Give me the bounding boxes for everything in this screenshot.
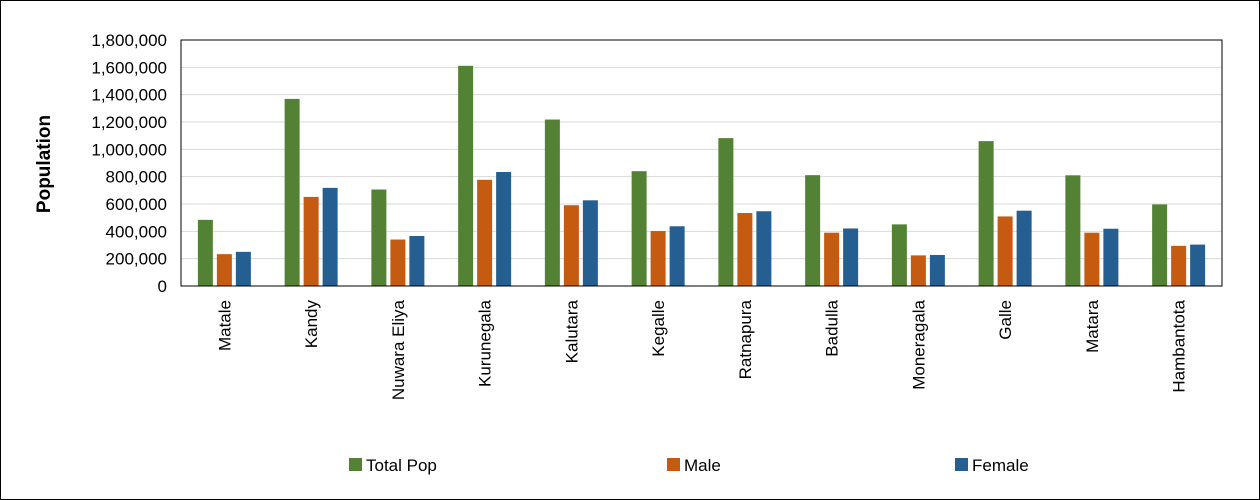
y-tick-label: 600,000 [106,195,167,214]
bar-male [997,216,1013,286]
bar-female [322,187,338,286]
y-tick-labels: 0 200,000 400,000 600,000 800,000 1,000,000 1,… [91,31,167,296]
bar-total-pop [891,224,907,286]
bar-male [650,231,666,286]
bar-female [843,228,859,286]
bar-male [737,213,753,286]
y-tick-label: 400,000 [106,222,167,241]
plot-area-border [180,39,1223,287]
y-tick-label: 1,600,000 [91,58,167,77]
bar-female [1016,210,1032,286]
bar-total-pop [458,65,474,286]
x-tick-label: Ratnapura [736,299,755,379]
x-tick-label: Hambantota [1170,299,1189,392]
bar-male [563,205,579,286]
legend: Total Pop Male Female [349,456,1029,475]
x-tick-label: Kandy [302,300,321,349]
y-tick-label: 0 [158,277,167,296]
bar-male [910,255,926,286]
bar-female [669,226,685,286]
bar-female [929,254,945,286]
y-tick-label: 1,200,000 [91,113,167,132]
bar-total-pop [197,219,213,286]
legend-swatch [955,458,968,471]
x-tick-labels: Matale Kandy Nuwara Eliya Kurunegala Kalutar… [215,299,1188,400]
bar-female [582,200,598,286]
legend-swatch [667,458,680,471]
bar-total-pop [718,138,734,286]
x-tick-label: Matale [215,300,234,351]
x-tick-label: Kegalle [649,300,668,357]
bar-male [824,232,840,286]
x-tick-label: Kalutara [562,299,581,363]
bar-male [390,239,406,286]
bars [197,65,1206,286]
bar-male [477,179,493,286]
bar-total-pop [284,98,300,286]
y-tick-label: 1,800,000 [91,31,167,50]
legend-label: Total Pop [366,456,437,475]
bar-female [1190,244,1206,286]
bar-female [409,235,425,286]
bar-total-pop [1065,175,1081,286]
x-tick-label: Nuwara Eliya [389,299,408,400]
y-tick-label: 200,000 [106,250,167,269]
bar-total-pop [978,141,994,286]
bar-female [1103,228,1119,286]
bar-male [303,196,319,286]
bar-male [1171,245,1187,286]
bar-male [216,254,232,286]
x-tick-label: Badulla [823,299,842,356]
bar-total-pop [544,119,560,286]
bar-total-pop [1152,204,1168,286]
legend-label: Male [684,456,721,475]
x-tick-label: Matara [1083,299,1102,352]
bar-total-pop [371,189,387,286]
bar-female [496,172,512,286]
x-tick-label: Kurunegala [476,299,495,387]
y-tick-label: 1,400,000 [91,86,167,105]
bar-total-pop [631,171,647,286]
y-axis-label: Population [34,115,55,213]
y-tick-label: 1,000,000 [91,140,167,159]
bar-female [756,211,772,286]
x-tick-label: Galle [996,300,1015,340]
x-tick-label: Moneragala [909,299,928,389]
legend-label: Female [972,456,1029,475]
legend-swatch [349,458,362,471]
y-tick-label: 800,000 [106,168,167,187]
bar-female [235,251,251,286]
bar-male [1084,232,1100,286]
bar-total-pop [805,175,821,286]
axes [180,39,1223,287]
